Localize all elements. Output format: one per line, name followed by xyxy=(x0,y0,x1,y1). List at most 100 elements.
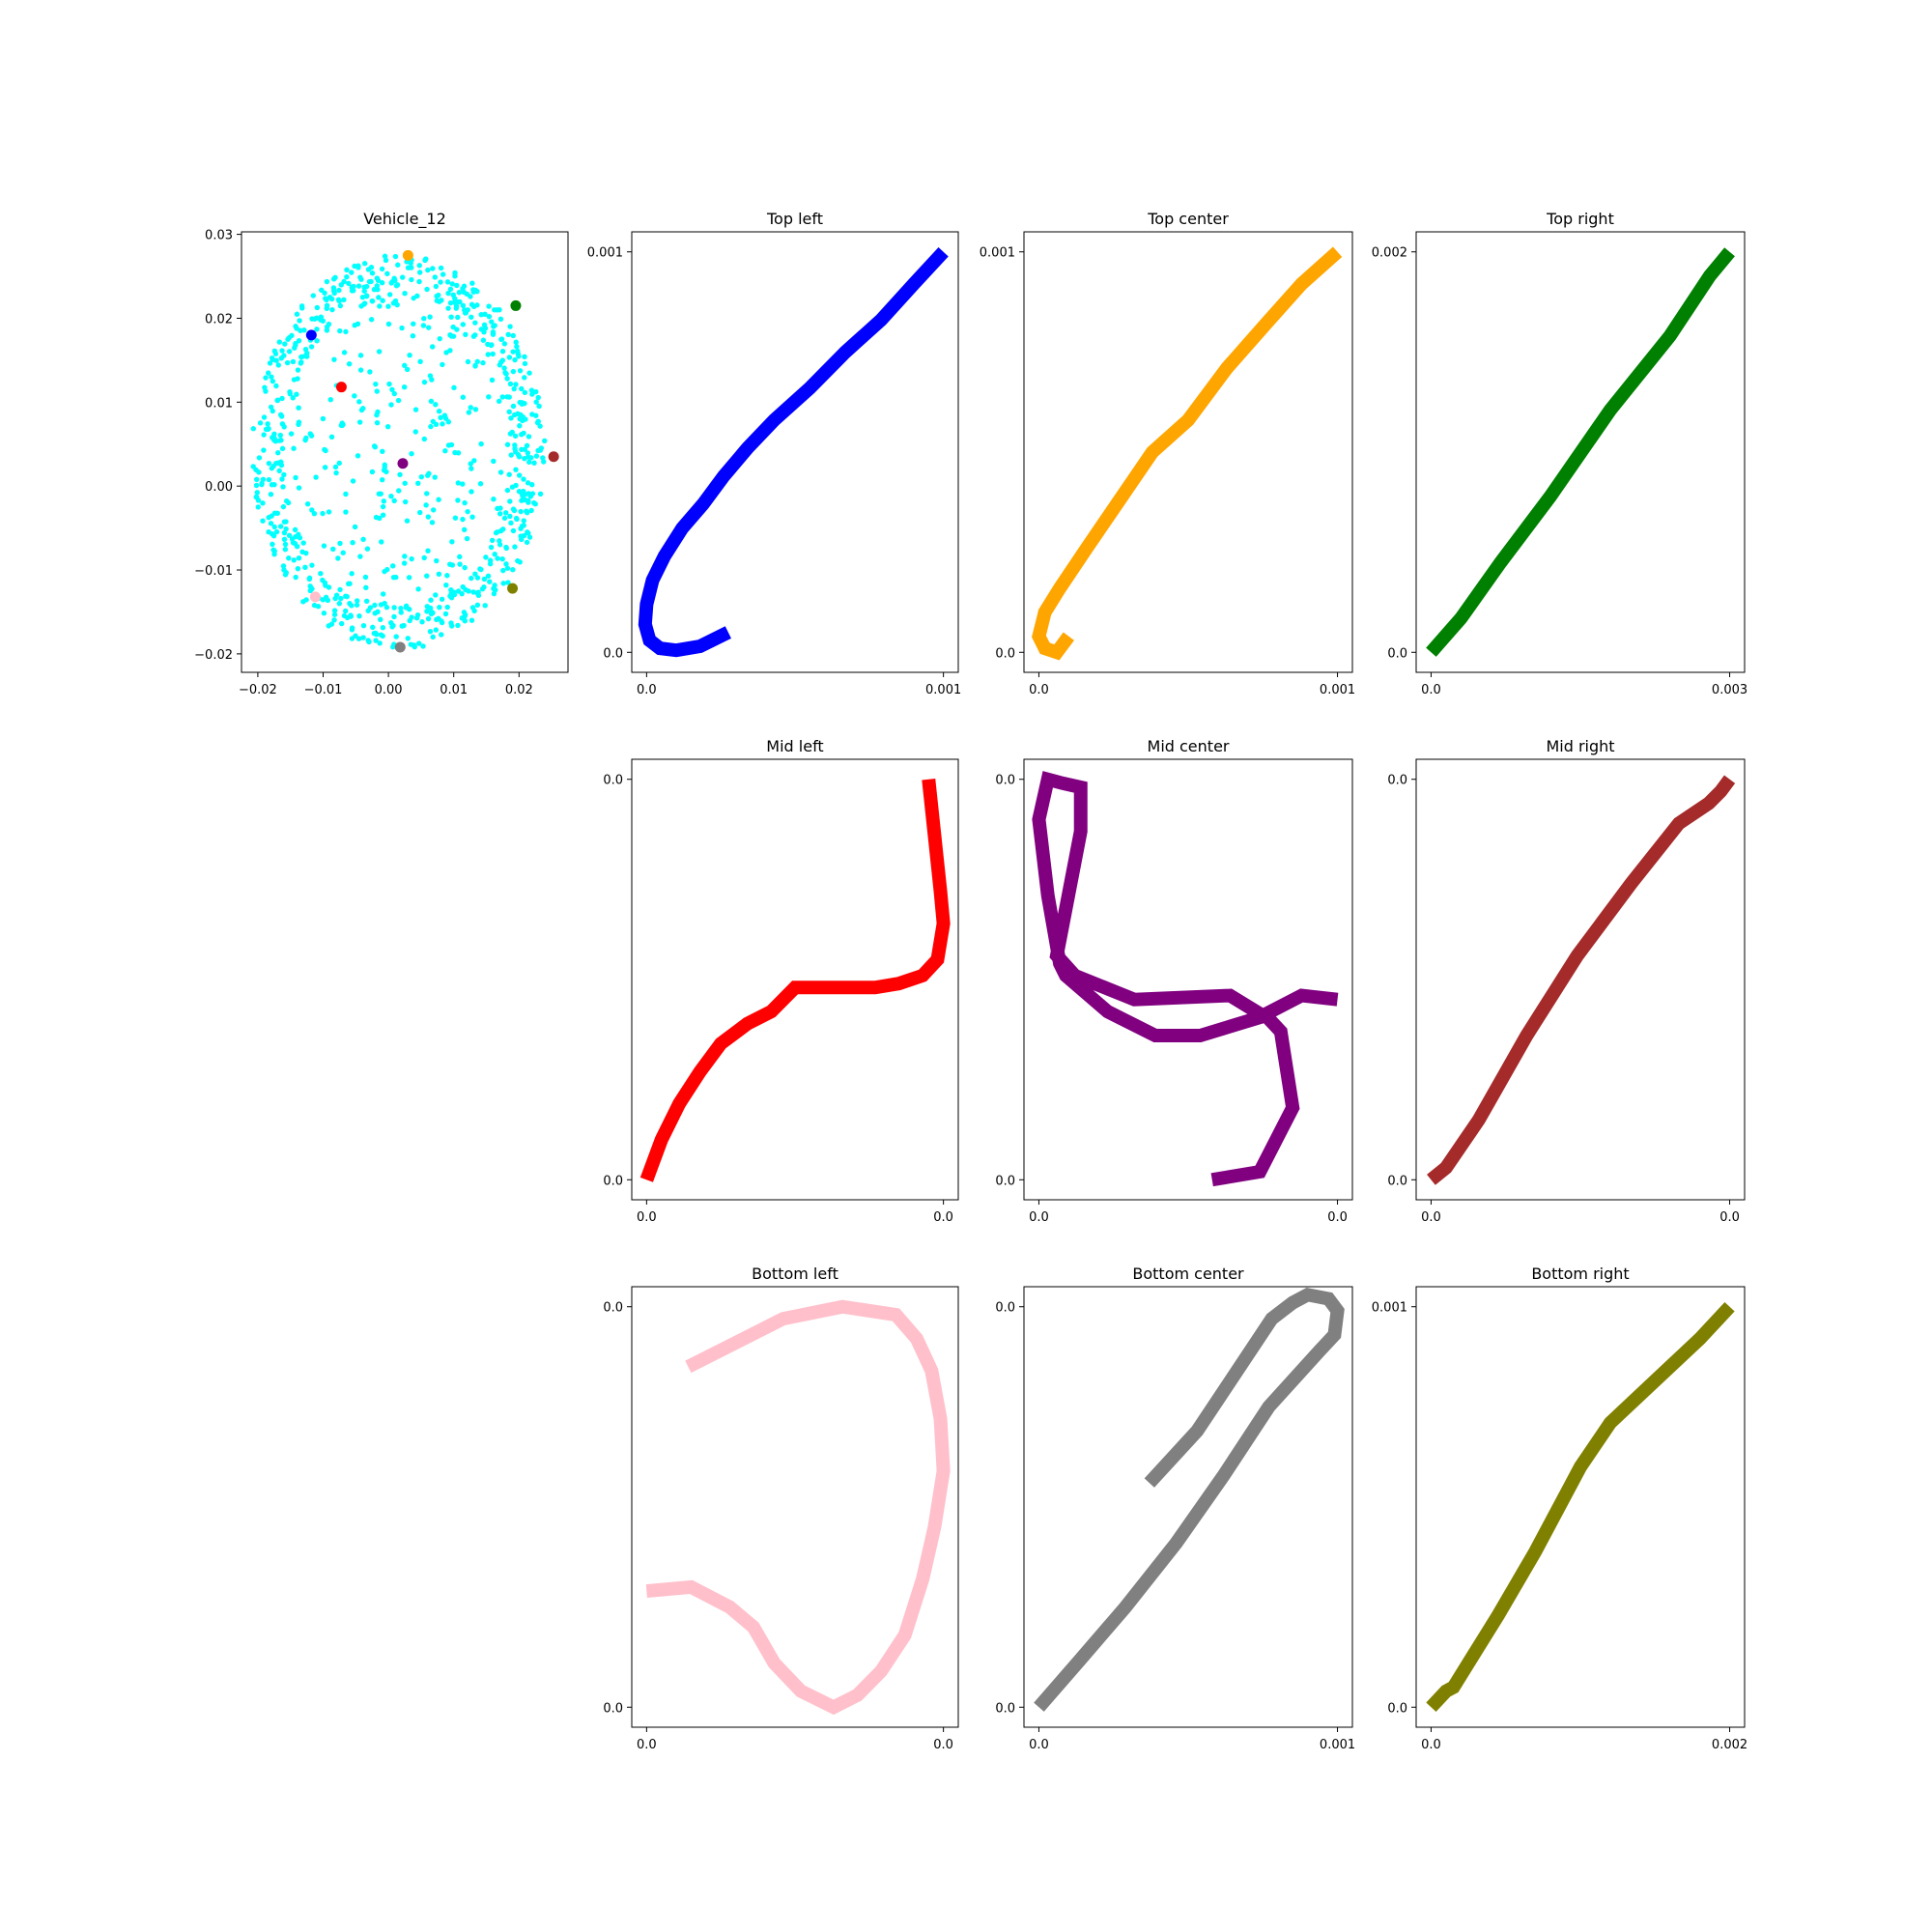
scatter-point xyxy=(379,266,385,272)
axes-frame xyxy=(1415,758,1746,1201)
scatter-point xyxy=(324,278,330,285)
scatter-point xyxy=(402,291,408,297)
scatter-point xyxy=(296,405,301,411)
scatter-point xyxy=(254,490,260,496)
scatter-point xyxy=(492,582,497,588)
scatter-point xyxy=(510,349,516,355)
scatter-point xyxy=(292,526,298,533)
scatter-point xyxy=(401,622,407,629)
highlight-point xyxy=(305,329,317,341)
scatter-point xyxy=(389,386,395,393)
scatter-point xyxy=(336,460,342,467)
scatter-point xyxy=(298,303,305,309)
scatter-point xyxy=(290,395,296,401)
y-tick-label: 0.0 xyxy=(1387,1174,1407,1188)
scatter-point xyxy=(444,573,450,579)
scatter-point xyxy=(542,438,548,444)
scatter-point xyxy=(460,322,467,327)
scatter-point xyxy=(416,270,423,275)
scatter-point xyxy=(331,356,337,362)
scatter-point xyxy=(270,435,275,440)
scatter-point xyxy=(497,469,504,475)
scatter-point xyxy=(266,529,271,535)
scatter-point xyxy=(417,358,423,365)
scatter-point xyxy=(386,292,393,298)
scatter-point xyxy=(510,567,516,573)
plot-area xyxy=(638,246,949,658)
scatter-point xyxy=(379,539,384,545)
scatter-point xyxy=(343,328,349,335)
scatter-point xyxy=(271,481,277,488)
scatter-point xyxy=(273,528,280,535)
scatter-point xyxy=(430,634,436,640)
scatter-point xyxy=(522,455,527,462)
scatter-point xyxy=(514,516,520,523)
scatter-point xyxy=(524,539,530,546)
scatter-point xyxy=(352,524,358,530)
scatter-point xyxy=(291,445,297,451)
x-tick-label: 0.00 xyxy=(375,683,403,697)
scatter-point xyxy=(381,468,387,473)
scatter-point xyxy=(276,468,282,474)
scatter-point xyxy=(440,361,445,368)
scatter-point xyxy=(466,410,472,415)
scatter-point xyxy=(448,620,454,626)
scatter-point xyxy=(471,608,477,614)
scatter-point xyxy=(518,508,524,515)
x-tick-label: 0.003 xyxy=(1712,683,1747,697)
scatter-point xyxy=(338,422,345,429)
scatter-point xyxy=(501,515,508,522)
subplot-mid-left: 0.0 0.0 0.0 0.0 Mid left xyxy=(603,737,959,1225)
scatter-point xyxy=(428,597,434,603)
scatter-point xyxy=(322,446,327,453)
scatter-point xyxy=(353,633,358,639)
scatter-point xyxy=(349,288,355,294)
scatter-point xyxy=(309,562,315,568)
scatter-point xyxy=(469,489,474,495)
scatter-point xyxy=(379,280,385,286)
scatter-point xyxy=(472,320,478,326)
scatter-point xyxy=(525,450,531,456)
scatter-point xyxy=(511,385,517,392)
x-tick-label: 0.0 xyxy=(1327,1210,1348,1225)
scatter-point xyxy=(489,377,496,384)
subplot-mid-right: 0.0 0.0 0.0 0.0 Mid right xyxy=(1387,737,1746,1225)
scatter-point xyxy=(315,604,322,610)
scatter-point xyxy=(416,640,422,646)
scatter-point xyxy=(519,432,525,438)
scatter-point xyxy=(531,460,537,466)
scatter-point xyxy=(380,448,385,455)
scatter-point xyxy=(409,450,414,457)
scatter-point xyxy=(525,480,531,486)
scatter-point xyxy=(327,397,333,403)
scatter-point xyxy=(405,636,411,641)
scatter-point xyxy=(436,409,442,414)
scatter-point xyxy=(504,565,511,571)
scatter-point xyxy=(518,526,524,531)
scatter-point xyxy=(438,414,443,421)
scatter-point xyxy=(384,604,390,611)
scatter-point xyxy=(455,480,462,486)
scatter-point xyxy=(356,419,363,425)
scatter-point xyxy=(424,609,430,614)
scatter-point xyxy=(364,546,371,552)
scatter-point xyxy=(472,287,478,294)
x-tick-label: 0.0 xyxy=(1029,683,1049,697)
scatter-point xyxy=(485,573,492,580)
scatter-point xyxy=(365,638,371,643)
scatter-point xyxy=(396,488,402,494)
scatter-point xyxy=(277,412,284,418)
scatter-point xyxy=(405,265,412,270)
scatter-point xyxy=(360,635,366,640)
scatter-point xyxy=(441,412,448,418)
scatter-point xyxy=(369,270,376,276)
scatter-point xyxy=(393,634,399,639)
scatter-point xyxy=(460,481,466,487)
scatter-point xyxy=(395,262,401,268)
subplot-bottom-right: 0.0 0.002 0.0 0.001 Bottom right xyxy=(1372,1264,1747,1752)
scatter-point xyxy=(349,603,355,609)
scatter-point xyxy=(268,491,274,497)
scatter-point xyxy=(436,497,441,502)
scatter-point xyxy=(296,554,302,561)
scatter-point xyxy=(314,304,321,311)
